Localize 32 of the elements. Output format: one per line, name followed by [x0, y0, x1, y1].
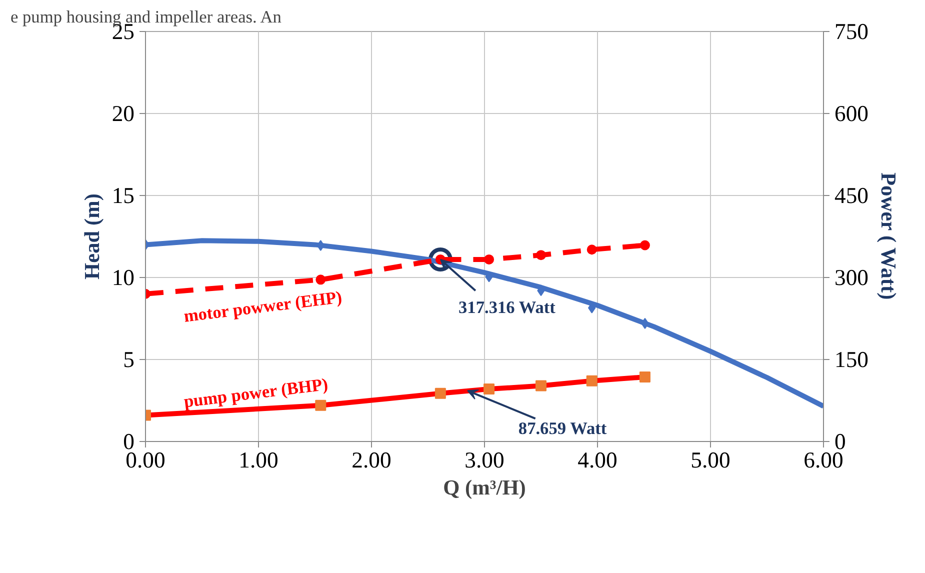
point: [316, 274, 326, 285]
text: pump power (BHP): [182, 374, 330, 412]
x-tick-label: 3.00: [464, 448, 504, 472]
y2-tick-label: 750: [834, 19, 868, 44]
y-tick-label: 10: [112, 265, 134, 290]
y2-tick-label: 150: [834, 347, 868, 372]
x-tick-label: 2.00: [352, 448, 392, 472]
annotation: 317.316 Watt: [458, 298, 556, 317]
x-tick-label: 4.00: [578, 448, 618, 472]
y2-tick-label: 450: [834, 183, 868, 208]
y-axis-title: Head (m): [80, 194, 104, 280]
point: [484, 254, 494, 264]
point: [434, 388, 446, 399]
point: [586, 375, 598, 386]
x-axis-title: Q (m³/H): [443, 476, 526, 500]
y-tick-label: 15: [112, 183, 134, 208]
y2-tick-label: 300: [834, 265, 868, 290]
point: [315, 400, 326, 411]
y-tick-label: 5: [123, 347, 134, 372]
point: [640, 240, 650, 250]
annotation: 87.659 Watt: [518, 419, 607, 438]
x-tick-label: 5.00: [690, 448, 730, 472]
point: [536, 380, 546, 392]
point: [586, 244, 597, 255]
y-tick-label: 20: [112, 101, 134, 126]
point: [536, 250, 546, 260]
x-tick-label: 1.00: [238, 448, 278, 472]
text: motor powwer (EHP): [182, 288, 344, 326]
y2-axis-title: Power ( Watt): [876, 172, 900, 300]
point: [639, 371, 650, 382]
y2-tick-label: 600: [834, 101, 868, 126]
point: [484, 384, 495, 395]
